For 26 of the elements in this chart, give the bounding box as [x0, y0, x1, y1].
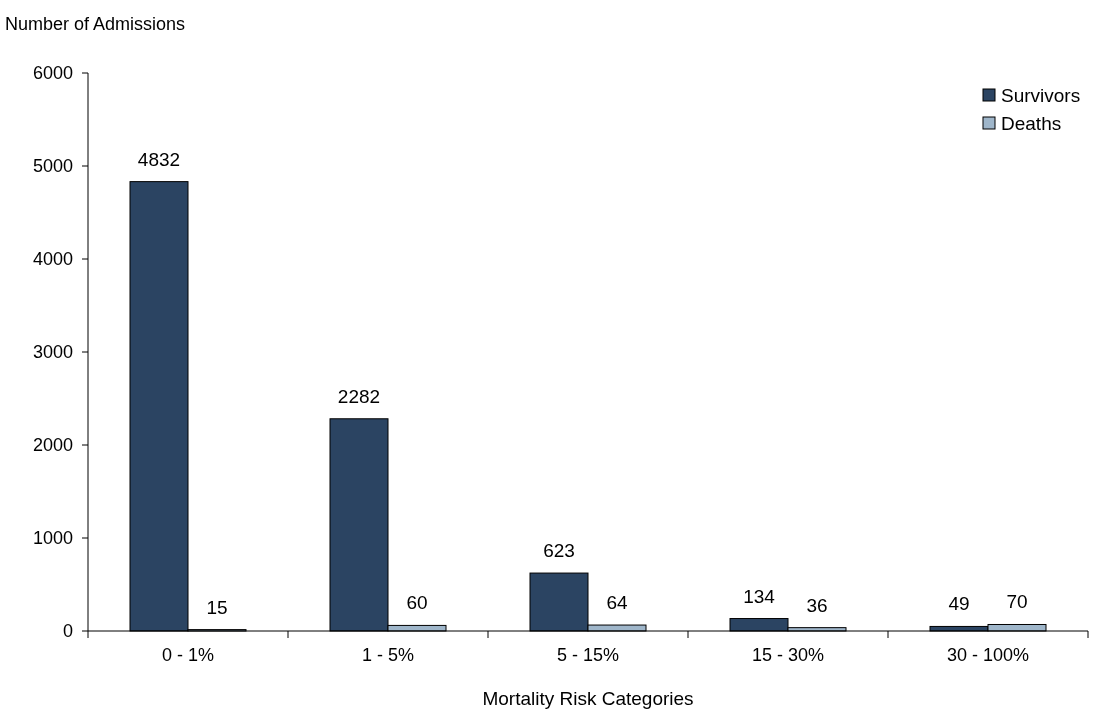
legend-label: Deaths — [1001, 112, 1062, 134]
y-tick-label: 0 — [62, 621, 73, 642]
data-label: 70 — [1006, 591, 1028, 613]
x-tick-label: 0 - 1% — [161, 645, 215, 665]
data-label: 623 — [543, 540, 575, 562]
legend-label: Survivors — [1001, 84, 1081, 106]
x-tick-label: 5 - 15% — [556, 645, 620, 665]
y-axis-title: Number of Admissions — [5, 14, 186, 34]
data-label: 60 — [406, 592, 428, 614]
y-tick-label: 1000 — [32, 528, 73, 549]
data-label: 36 — [806, 594, 828, 616]
data-label: 64 — [606, 592, 628, 614]
x-tick-label: 1 - 5% — [361, 645, 415, 665]
y-tick-label: 5000 — [32, 156, 73, 177]
y-tick-label: 6000 — [32, 63, 73, 84]
data-label: 15 — [206, 596, 228, 618]
x-tick-label: 15 - 30% — [751, 645, 825, 665]
y-tick-label: 4000 — [32, 249, 73, 270]
data-label: 134 — [743, 585, 776, 607]
data-label: 4832 — [137, 148, 181, 170]
x-axis-title: Mortality Risk Categories — [482, 688, 694, 709]
y-tick-label: 2000 — [32, 435, 73, 456]
data-label: 49 — [948, 593, 970, 615]
data-label: 2282 — [337, 385, 381, 407]
y-tick-label: 3000 — [32, 342, 73, 363]
x-tick-label: 30 - 100% — [946, 645, 1030, 665]
